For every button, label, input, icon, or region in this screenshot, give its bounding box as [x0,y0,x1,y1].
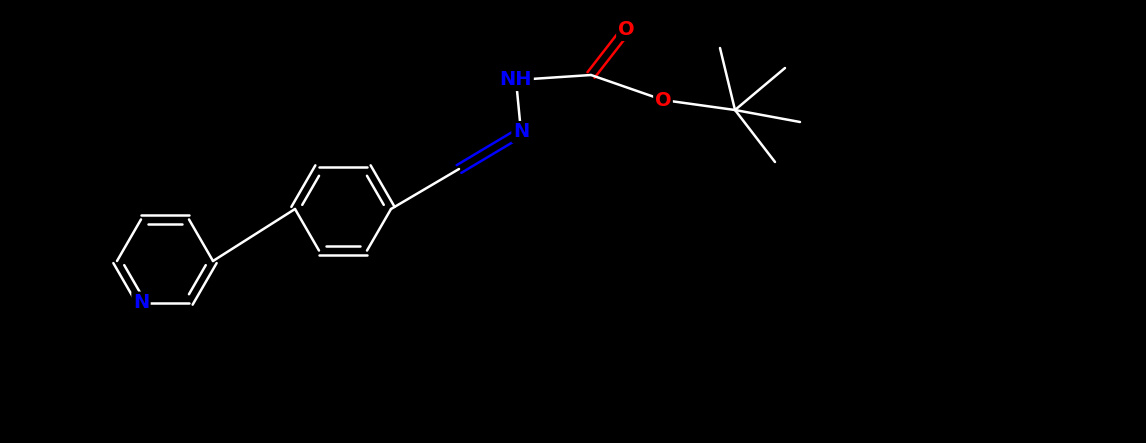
Text: N: N [513,123,529,141]
Text: O: O [618,20,635,39]
Text: NH: NH [500,70,532,89]
Text: N: N [133,293,149,312]
Text: O: O [654,90,672,109]
